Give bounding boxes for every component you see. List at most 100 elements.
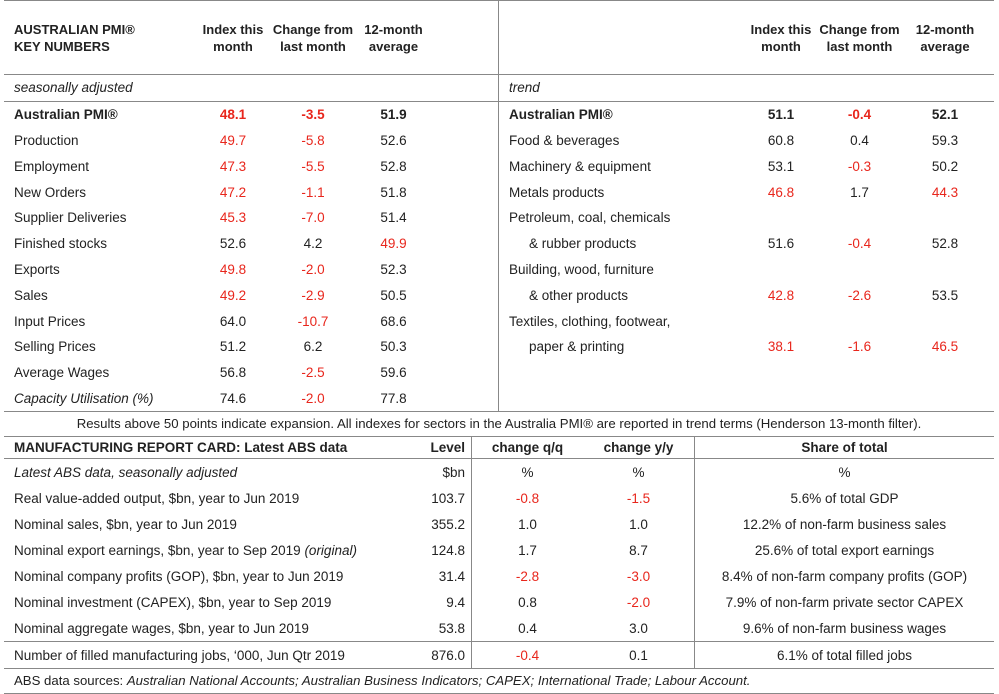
left-panel: AUSTRALIAN PMI® KEY NUMBERS Index this m… [4, 1, 499, 412]
index-value: 51.2 [219, 339, 247, 355]
report-row-change-yy: 8.7 [629, 542, 648, 558]
change-value: 1.7 [850, 184, 869, 200]
change-value: -0.3 [847, 158, 872, 174]
average-value: 68.6 [380, 313, 407, 329]
footer-sources: ABS data sources: Australian National Ac… [4, 668, 994, 694]
left-header-title: AUSTRALIAN PMI® KEY NUMBERS [4, 21, 196, 55]
index-value: 38.1 [767, 339, 795, 355]
row-label: & other products [529, 287, 629, 303]
report-card-units-row: Latest ABS data, seasonally adjusted $bn… [4, 459, 994, 486]
row-label: Australian PMI® [509, 107, 613, 123]
right-data-row: & rubber products 51.6 -0.4 52.8 [499, 231, 994, 257]
index-value: 74.6 [219, 390, 247, 406]
row-label: Capacity Utilisation (%) [14, 390, 154, 406]
change-value: -2.5 [301, 365, 325, 381]
left-data-row: Australian PMI® 48.1 -3.5 51.9 [4, 102, 498, 128]
left-data-row: Selling Prices 51.2 6.2 50.3 [4, 334, 498, 360]
report-row-change-qq: 1.0 [518, 516, 537, 532]
left-data-row: Capacity Utilisation (%) 74.6 -2.0 77.8 [4, 386, 498, 412]
change-value: -1.1 [301, 184, 325, 200]
index-value: 46.8 [767, 184, 795, 200]
report-row-label-text: Nominal export earnings, $bn, year to Se… [14, 542, 305, 558]
index-value: 49.2 [219, 287, 247, 303]
report-row-change-yy: 1.0 [629, 516, 648, 532]
row-label: Textiles, clothing, footwear, [509, 313, 671, 329]
report-row-label-text: Nominal sales, $bn, year to Jun 2019 [14, 516, 237, 532]
report-row-level: 124.8 [404, 537, 472, 564]
report-card-row: Real value-added output, $bn, year to Ju… [4, 485, 994, 512]
report-row-label: Real value-added output, $bn, year to Ju… [4, 491, 404, 506]
report-row-change-qq: 0.4 [518, 620, 537, 636]
report-row-label: Nominal investment (CAPEX), $bn, year to… [4, 595, 404, 610]
report-row-label: Nominal aggregate wages, $bn, year to Ju… [4, 621, 404, 636]
left-header-average: 12-month average [364, 21, 423, 54]
report-row-label: Nominal company profits (GOP), $bn, year… [4, 569, 404, 584]
change-value: 6.2 [303, 339, 323, 355]
average-value: 77.8 [380, 390, 407, 406]
left-rows: Australian PMI® 48.1 -3.5 51.9 Production 49.… [4, 102, 498, 412]
report-row-share: 5.6% of total GDP [694, 485, 994, 512]
average-value: 44.3 [931, 184, 959, 200]
right-data-row: Metals products 46.8 1.7 44.3 [499, 179, 994, 205]
report-row-label-text: Number of filled manufacturing jobs, ‘00… [14, 647, 345, 663]
report-card-row: Nominal aggregate wages, $bn, year to Ju… [4, 615, 994, 642]
average-value: 52.3 [380, 261, 407, 277]
report-row-share: 12.2% of non-farm business sales [694, 511, 994, 538]
footer-prefix: ABS data sources: [14, 673, 127, 689]
change-value: -2.6 [847, 287, 872, 303]
index-value: 49.8 [219, 261, 247, 277]
average-value: 52.8 [380, 158, 407, 174]
row-label: Machinery & equipment [509, 158, 651, 174]
index-value: 49.7 [219, 132, 247, 148]
average-value: 52.8 [931, 236, 959, 252]
header-title-line2: KEY NUMBERS [14, 38, 110, 54]
left-data-row: Finished stocks 52.6 4.2 49.9 [4, 231, 498, 257]
average-value: 52.1 [931, 107, 959, 123]
change-value: -10.7 [297, 313, 329, 329]
change-value: -7.0 [301, 210, 325, 226]
report-row-level: 53.8 [404, 615, 472, 642]
left-data-row: Average Wages 56.8 -2.5 59.6 [4, 360, 498, 386]
index-value: 48.1 [219, 107, 247, 123]
right-rows: Australian PMI® 51.1 -0.4 52.1 Food & bevera… [499, 102, 994, 360]
report-row-level: 9.4 [404, 589, 472, 616]
average-value: 53.5 [931, 287, 959, 303]
report-row-change-yy: -1.5 [626, 490, 651, 506]
index-value: 45.3 [219, 210, 247, 226]
report-card-row: Nominal sales, $bn, year to Jun 2019 355.… [4, 511, 994, 538]
pmi-document: AUSTRALIAN PMI® KEY NUMBERS Index this m… [4, 0, 994, 694]
report-card-row: Nominal export earnings, $bn, year to Se… [4, 537, 994, 564]
report-card-share-header: Share of total [694, 437, 994, 459]
average-value: 51.4 [380, 210, 407, 226]
left-data-row: Exports 49.8 -2.0 52.3 [4, 257, 498, 283]
index-value: 56.8 [219, 365, 247, 381]
report-card-row: Nominal company profits (GOP), $bn, year… [4, 563, 994, 590]
change-value: -2.0 [301, 261, 325, 277]
change-value: -1.6 [847, 339, 872, 355]
report-row-change-qq: -0.8 [515, 490, 540, 506]
average-value: 59.6 [380, 365, 407, 381]
right-subtitle: trend [509, 80, 540, 96]
row-label: Production [14, 132, 79, 148]
average-value: 50.3 [380, 339, 407, 355]
report-row-share: 8.4% of non-farm company profits (GOP) [694, 563, 994, 590]
index-value: 47.2 [219, 184, 247, 200]
left-data-row: Employment 47.3 -5.5 52.8 [4, 153, 498, 179]
average-value: 46.5 [931, 339, 959, 355]
report-row-change-qq: 1.7 [518, 542, 537, 558]
row-label: Employment [14, 158, 90, 174]
units-yy: % [632, 464, 645, 480]
report-row-label-text: Nominal aggregate wages, $bn, year to Ju… [14, 620, 309, 636]
index-value: 52.6 [219, 236, 247, 252]
row-label: Metals products [509, 184, 605, 200]
change-value: 0.4 [850, 132, 869, 148]
row-label: paper & printing [529, 339, 625, 355]
change-value: -5.5 [301, 158, 325, 174]
row-label: Average Wages [14, 365, 110, 381]
report-row-level: 876.0 [404, 642, 472, 669]
report-row-change-yy: -3.0 [626, 568, 651, 584]
right-panel: Index this month Change from last month … [499, 1, 994, 411]
average-value: 49.9 [380, 236, 407, 252]
units-qq: % [521, 464, 534, 480]
average-value: 51.8 [380, 184, 407, 200]
